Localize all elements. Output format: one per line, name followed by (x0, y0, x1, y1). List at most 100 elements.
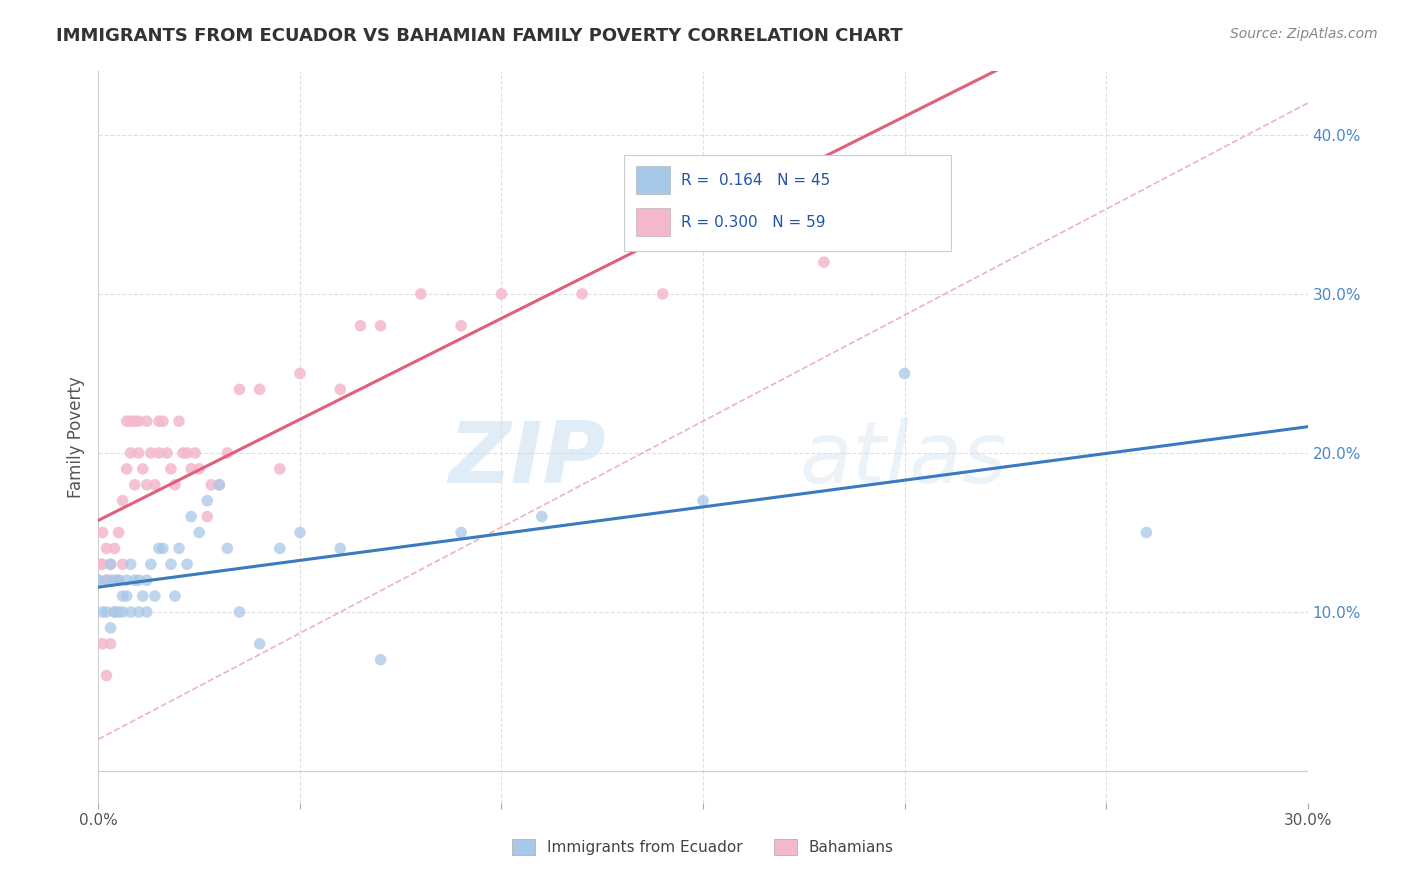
Point (103, 605, 125, 619)
Point (370, 318, 392, 333)
Point (228, 605, 250, 619)
FancyBboxPatch shape (637, 167, 671, 194)
Point (148, 446, 170, 460)
Point (288, 367, 311, 381)
Point (172, 446, 194, 460)
Point (135, 414, 157, 428)
Point (100, 558, 122, 572)
Point (103, 573, 125, 587)
Point (180, 509, 202, 524)
Point (111, 493, 134, 508)
Point (167, 414, 190, 428)
Point (195, 509, 218, 524)
Point (111, 558, 134, 572)
Point (148, 541, 170, 556)
Point (107, 605, 129, 619)
Point (160, 462, 183, 476)
Point (152, 414, 174, 428)
Point (143, 589, 166, 603)
Point (103, 541, 125, 556)
Point (148, 414, 170, 428)
Point (91, 605, 114, 619)
Point (120, 558, 142, 572)
Point (124, 477, 146, 491)
Text: R = 0.300   N = 59: R = 0.300 N = 59 (682, 215, 825, 229)
Point (1135, 525, 1157, 540)
Point (893, 367, 915, 381)
Point (249, 383, 271, 397)
Point (100, 558, 122, 572)
Point (208, 477, 231, 491)
Point (188, 525, 211, 540)
Point (100, 573, 122, 587)
Point (107, 573, 129, 587)
Point (163, 477, 186, 491)
Point (160, 558, 183, 572)
Point (96, 668, 118, 682)
Point (96, 573, 118, 587)
Point (163, 589, 186, 603)
Point (135, 477, 157, 491)
Point (128, 414, 150, 428)
FancyBboxPatch shape (637, 208, 671, 235)
Point (120, 446, 142, 460)
Text: Source: ZipAtlas.com: Source: ZipAtlas.com (1230, 27, 1378, 41)
Point (156, 446, 179, 460)
Point (100, 621, 122, 635)
Point (91, 558, 114, 572)
Point (132, 589, 155, 603)
Point (87, 573, 110, 587)
Y-axis label: Family Poverty: Family Poverty (66, 376, 84, 498)
Point (111, 605, 134, 619)
Point (124, 573, 146, 587)
Point (103, 605, 125, 619)
Point (111, 589, 134, 603)
Point (120, 605, 142, 619)
Point (329, 541, 352, 556)
Point (139, 558, 162, 572)
Point (152, 541, 174, 556)
FancyBboxPatch shape (624, 155, 950, 251)
Point (195, 493, 218, 508)
Point (96, 573, 118, 587)
Point (176, 446, 198, 460)
Point (450, 318, 472, 333)
Point (115, 573, 138, 587)
Point (184, 446, 207, 460)
Point (228, 383, 250, 397)
Text: atlas: atlas (800, 417, 1008, 500)
Point (128, 446, 150, 460)
Point (89, 558, 111, 572)
Point (132, 462, 155, 476)
Point (135, 573, 157, 587)
Point (813, 255, 835, 269)
Point (107, 573, 129, 587)
Point (208, 477, 231, 491)
Point (200, 477, 222, 491)
Text: IMMIGRANTS FROM ECUADOR VS BAHAMIAN FAMILY POVERTY CORRELATION CHART: IMMIGRANTS FROM ECUADOR VS BAHAMIAN FAMI… (56, 27, 903, 45)
Point (87, 573, 110, 587)
Point (180, 462, 202, 476)
Point (143, 477, 166, 491)
Point (167, 541, 190, 556)
Point (139, 446, 162, 460)
Point (91, 525, 114, 540)
Point (100, 637, 122, 651)
Point (128, 605, 150, 619)
Point (370, 653, 392, 667)
Point (124, 414, 146, 428)
Point (288, 525, 311, 540)
Point (329, 383, 352, 397)
Point (115, 462, 138, 476)
Point (107, 525, 129, 540)
Point (188, 462, 211, 476)
Point (450, 525, 472, 540)
Point (115, 414, 138, 428)
Point (651, 287, 673, 301)
Text: R =  0.164   N = 45: R = 0.164 N = 45 (682, 173, 831, 188)
Point (115, 589, 138, 603)
Point (135, 605, 157, 619)
Point (217, 446, 239, 460)
Text: ZIP: ZIP (449, 417, 606, 500)
Point (96, 541, 118, 556)
